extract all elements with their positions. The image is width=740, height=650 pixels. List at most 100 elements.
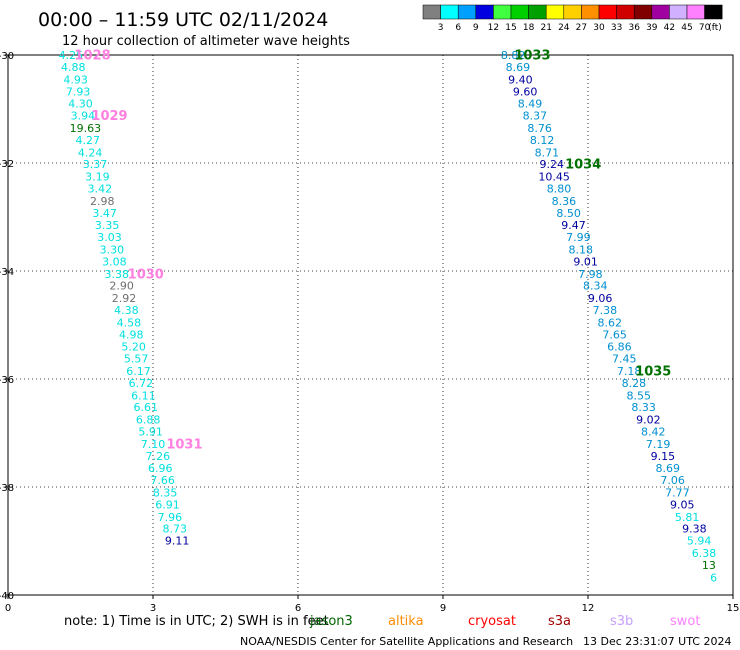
wave-height-label: 9.24 xyxy=(540,158,565,171)
wave-height-label: 6.17 xyxy=(126,365,151,378)
x-tick-label: 9 xyxy=(440,603,446,614)
wave-height-label: 6.86 xyxy=(607,341,632,354)
satellite-legend-item: altika xyxy=(388,614,424,629)
colorbar-label: 12 xyxy=(488,23,499,33)
wave-height-label: 6.11 xyxy=(131,389,156,402)
wave-height-label: 8.71 xyxy=(535,146,560,159)
colorbar-swatch xyxy=(651,4,670,20)
wave-height-label: 9.40 xyxy=(508,73,533,86)
colorbar-swatch xyxy=(422,4,441,20)
y-tick-label: -34 xyxy=(0,267,14,278)
wave-height-label: 8.62 xyxy=(598,316,623,329)
wave-height-label: 3.35 xyxy=(95,219,120,232)
colorbar-label: 9 xyxy=(473,23,479,33)
wave-height-label: 8.42 xyxy=(641,425,666,438)
wave-height-label: 3.19 xyxy=(85,171,110,184)
y-tick-label: -40 xyxy=(0,591,14,602)
wave-height-label: 8.55 xyxy=(627,389,652,402)
wave-height-label: 9.38 xyxy=(682,523,707,536)
wave-height-label: 5.81 xyxy=(675,511,700,524)
wave-height-label: 3.47 xyxy=(92,207,117,220)
wave-height-label: 3.37 xyxy=(83,158,108,171)
y-tick-label: -38 xyxy=(0,483,14,494)
satellite-legend: jason3 altika cryosat s3a s3b swot xyxy=(309,614,700,629)
wave-height-label: 2.98 xyxy=(90,195,115,208)
wave-height-label: 8.82 xyxy=(501,49,526,62)
colorbar-swatch xyxy=(669,4,688,20)
wave-height-label: 9.05 xyxy=(670,498,695,511)
wave-height-label: 9.02 xyxy=(636,414,661,427)
wave-height-label: 7.77 xyxy=(665,486,690,499)
wave-height-label: 7.38 xyxy=(593,304,618,317)
time-label: 1028 xyxy=(74,49,110,64)
wave-height-label: 5.57 xyxy=(124,353,149,366)
wave-height-label: 4.98 xyxy=(119,328,144,341)
time-label: 1034 xyxy=(565,158,601,173)
wave-height-label: 3.38 xyxy=(105,268,130,281)
wave-height-label: 6.88 xyxy=(136,414,161,427)
colorbar-label: 36 xyxy=(628,23,640,33)
x-tick-label: 0 xyxy=(5,603,11,614)
wave-height-label: 6.61 xyxy=(134,401,159,414)
colorbar-swatch xyxy=(704,4,723,20)
wave-height-label: 10.45 xyxy=(538,171,570,184)
colorbar-unit: (ft) xyxy=(708,23,722,33)
colorbar-swatch xyxy=(563,4,582,20)
wave-height-label: 2.90 xyxy=(109,280,134,293)
colorbar-label: 3 xyxy=(438,23,444,33)
wave-height-label: 5.20 xyxy=(121,341,146,354)
colorbar-swatch xyxy=(616,4,635,20)
time-label: 1030 xyxy=(128,267,164,282)
wave-height-label: 7.10 xyxy=(141,438,166,451)
chart-subtitle: 12 hour collection of altimeter wave hei… xyxy=(62,34,350,49)
wave-height-label: 8.18 xyxy=(569,243,594,256)
plot-grid xyxy=(8,55,733,595)
wave-height-label: 2.92 xyxy=(112,292,137,305)
colorbar-swatch xyxy=(581,4,600,20)
wave-height-label: 7.65 xyxy=(602,328,627,341)
x-tick-label: 15 xyxy=(727,603,740,614)
time-label: 1035 xyxy=(635,364,671,379)
plot-frame xyxy=(7,54,734,596)
wave-height-label: 3.30 xyxy=(100,243,125,256)
wave-height-label: 7.26 xyxy=(146,450,171,463)
time-label: 1033 xyxy=(514,49,550,64)
wave-height-label: 4.25 xyxy=(59,49,84,62)
footer-timestamp: 13 Dec 23:31:07 UTC 2024 xyxy=(583,635,731,648)
time-labels: 1028 1029 1030 1031 1033 1034 1035 xyxy=(74,49,671,453)
wave-height-label: 6.38 xyxy=(692,547,717,560)
colorbar-label: 24 xyxy=(558,23,570,33)
wave-height-label: 3.03 xyxy=(97,231,122,244)
y-tick-label: -36 xyxy=(0,375,14,386)
satellite-legend-item: s3a xyxy=(548,614,571,629)
colorbar-label: 33 xyxy=(611,23,622,33)
colorbar-legend: 3 6 9 12 15 18 21 24 27 30 33 36 39 42 45 70(ft) xyxy=(422,4,723,33)
time-label: 1029 xyxy=(91,109,127,124)
wave-height-label: 8.80 xyxy=(547,182,572,195)
wave-height-label: 3.94 xyxy=(71,110,96,123)
wave-height-label: 9.60 xyxy=(513,85,538,98)
wave-height-label: 4.27 xyxy=(76,134,101,147)
y-tick-label: -30 xyxy=(0,51,14,62)
wave-height-label: 4.30 xyxy=(68,98,93,111)
colorbar-label: 45 xyxy=(681,23,692,33)
satellite-legend-item: swot xyxy=(670,614,700,629)
wave-height-label: 13 xyxy=(702,559,716,572)
y-tick-label: -32 xyxy=(0,159,14,170)
wave-height-label: 9.11 xyxy=(165,535,190,548)
wave-height-label: 7.98 xyxy=(578,268,603,281)
wave-height-label: 8.12 xyxy=(530,134,555,147)
wave-height-label: 7.96 xyxy=(158,511,183,524)
wave-height-label: 4.24 xyxy=(78,146,103,159)
colorbar-swatch xyxy=(598,4,617,20)
colorbar-label: 15 xyxy=(505,23,516,33)
wave-height-label: 6.91 xyxy=(155,498,180,511)
wave-height-label: 5.94 xyxy=(687,535,712,548)
wave-height-label: 8.73 xyxy=(163,523,188,536)
colorbar-swatch xyxy=(528,4,547,20)
colorbar-label: 42 xyxy=(664,23,675,33)
footer-note: note: 1) Time is in UTC; 2) SWH is in fe… xyxy=(64,614,329,629)
wave-height-label: 9.15 xyxy=(651,450,676,463)
